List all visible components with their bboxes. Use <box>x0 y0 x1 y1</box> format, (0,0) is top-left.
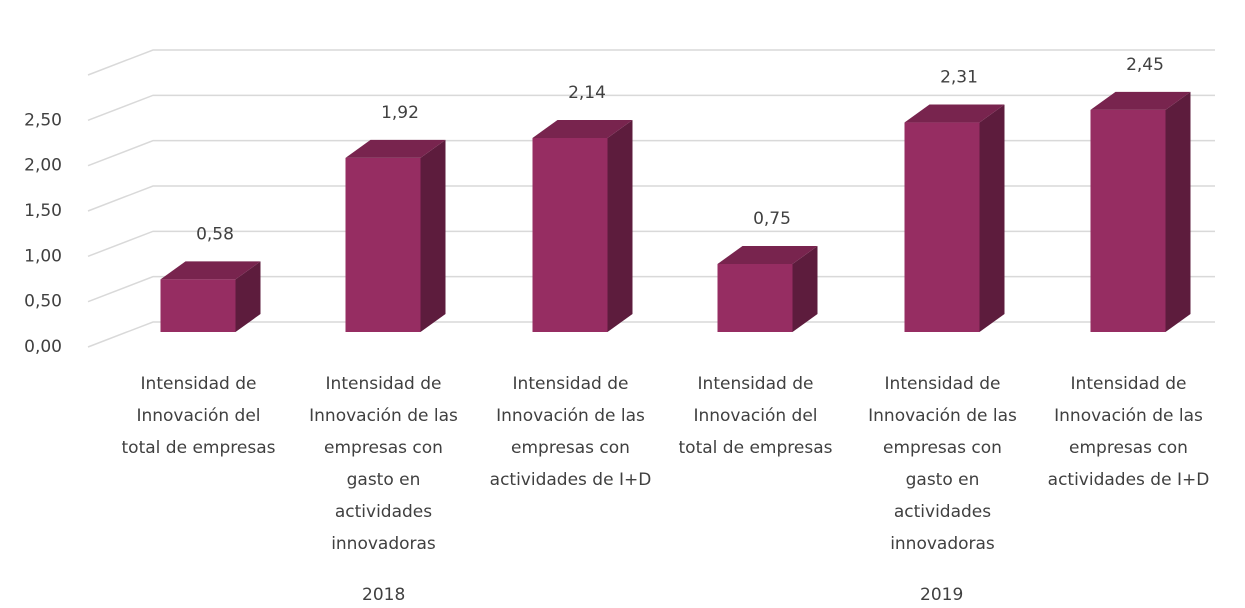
y-tick-label: 1,00 <box>24 246 62 266</box>
bar-top <box>160 261 261 280</box>
bar <box>1090 109 1166 332</box>
grid-line <box>87 185 1215 212</box>
grid-line <box>87 230 1215 258</box>
data-label: 2,45 <box>1126 55 1164 75</box>
bar <box>532 137 608 332</box>
y-tick-label: 0,50 <box>24 292 62 312</box>
y-tick-label: 0,00 <box>24 337 62 357</box>
bar-top <box>1090 91 1191 110</box>
bar-top <box>904 104 1005 123</box>
y-tick-label: 2,00 <box>24 156 62 176</box>
y-tick-label: 2,50 <box>24 110 62 130</box>
group-label: 2019 <box>920 585 964 605</box>
wall-edge <box>87 49 1215 76</box>
y-tick-label: 1,50 <box>24 201 62 221</box>
bar-side <box>235 261 261 332</box>
bar-side <box>792 246 818 332</box>
data-label: 2,31 <box>940 68 978 88</box>
grid-line <box>87 139 1215 167</box>
x-tick-label: Intensidad de Innovación de las empresas… <box>1047 374 1210 490</box>
group-label: 2018 <box>362 585 406 605</box>
bar-side <box>1165 91 1191 332</box>
x-tick-label: Intensidad de Innovación del total de em… <box>678 374 833 458</box>
bar <box>160 279 236 332</box>
bar <box>345 157 421 332</box>
grid-line <box>87 275 1215 303</box>
grid-line <box>87 321 1215 348</box>
bar-side <box>979 104 1005 332</box>
data-label: 0,75 <box>753 209 791 229</box>
bar-top <box>532 119 633 138</box>
bar-side <box>420 139 446 332</box>
data-label: 2,14 <box>568 83 606 103</box>
bar <box>904 122 980 332</box>
x-tick-label: Intensidad de Innovación de las empresas… <box>309 374 458 554</box>
grid-line <box>87 94 1215 122</box>
bar-side <box>607 119 633 333</box>
x-tick-label: Intensidad de Innovación del total de em… <box>121 374 276 458</box>
data-label: 1,92 <box>381 103 419 123</box>
bar-top <box>717 246 818 264</box>
x-tick-label: Intensidad de Innovación de las empresas… <box>489 374 652 490</box>
bar <box>717 264 793 332</box>
data-label: 0,58 <box>196 224 234 244</box>
bar-top <box>345 139 446 158</box>
x-tick-label: Intensidad de Innovación de las empresas… <box>868 374 1017 554</box>
